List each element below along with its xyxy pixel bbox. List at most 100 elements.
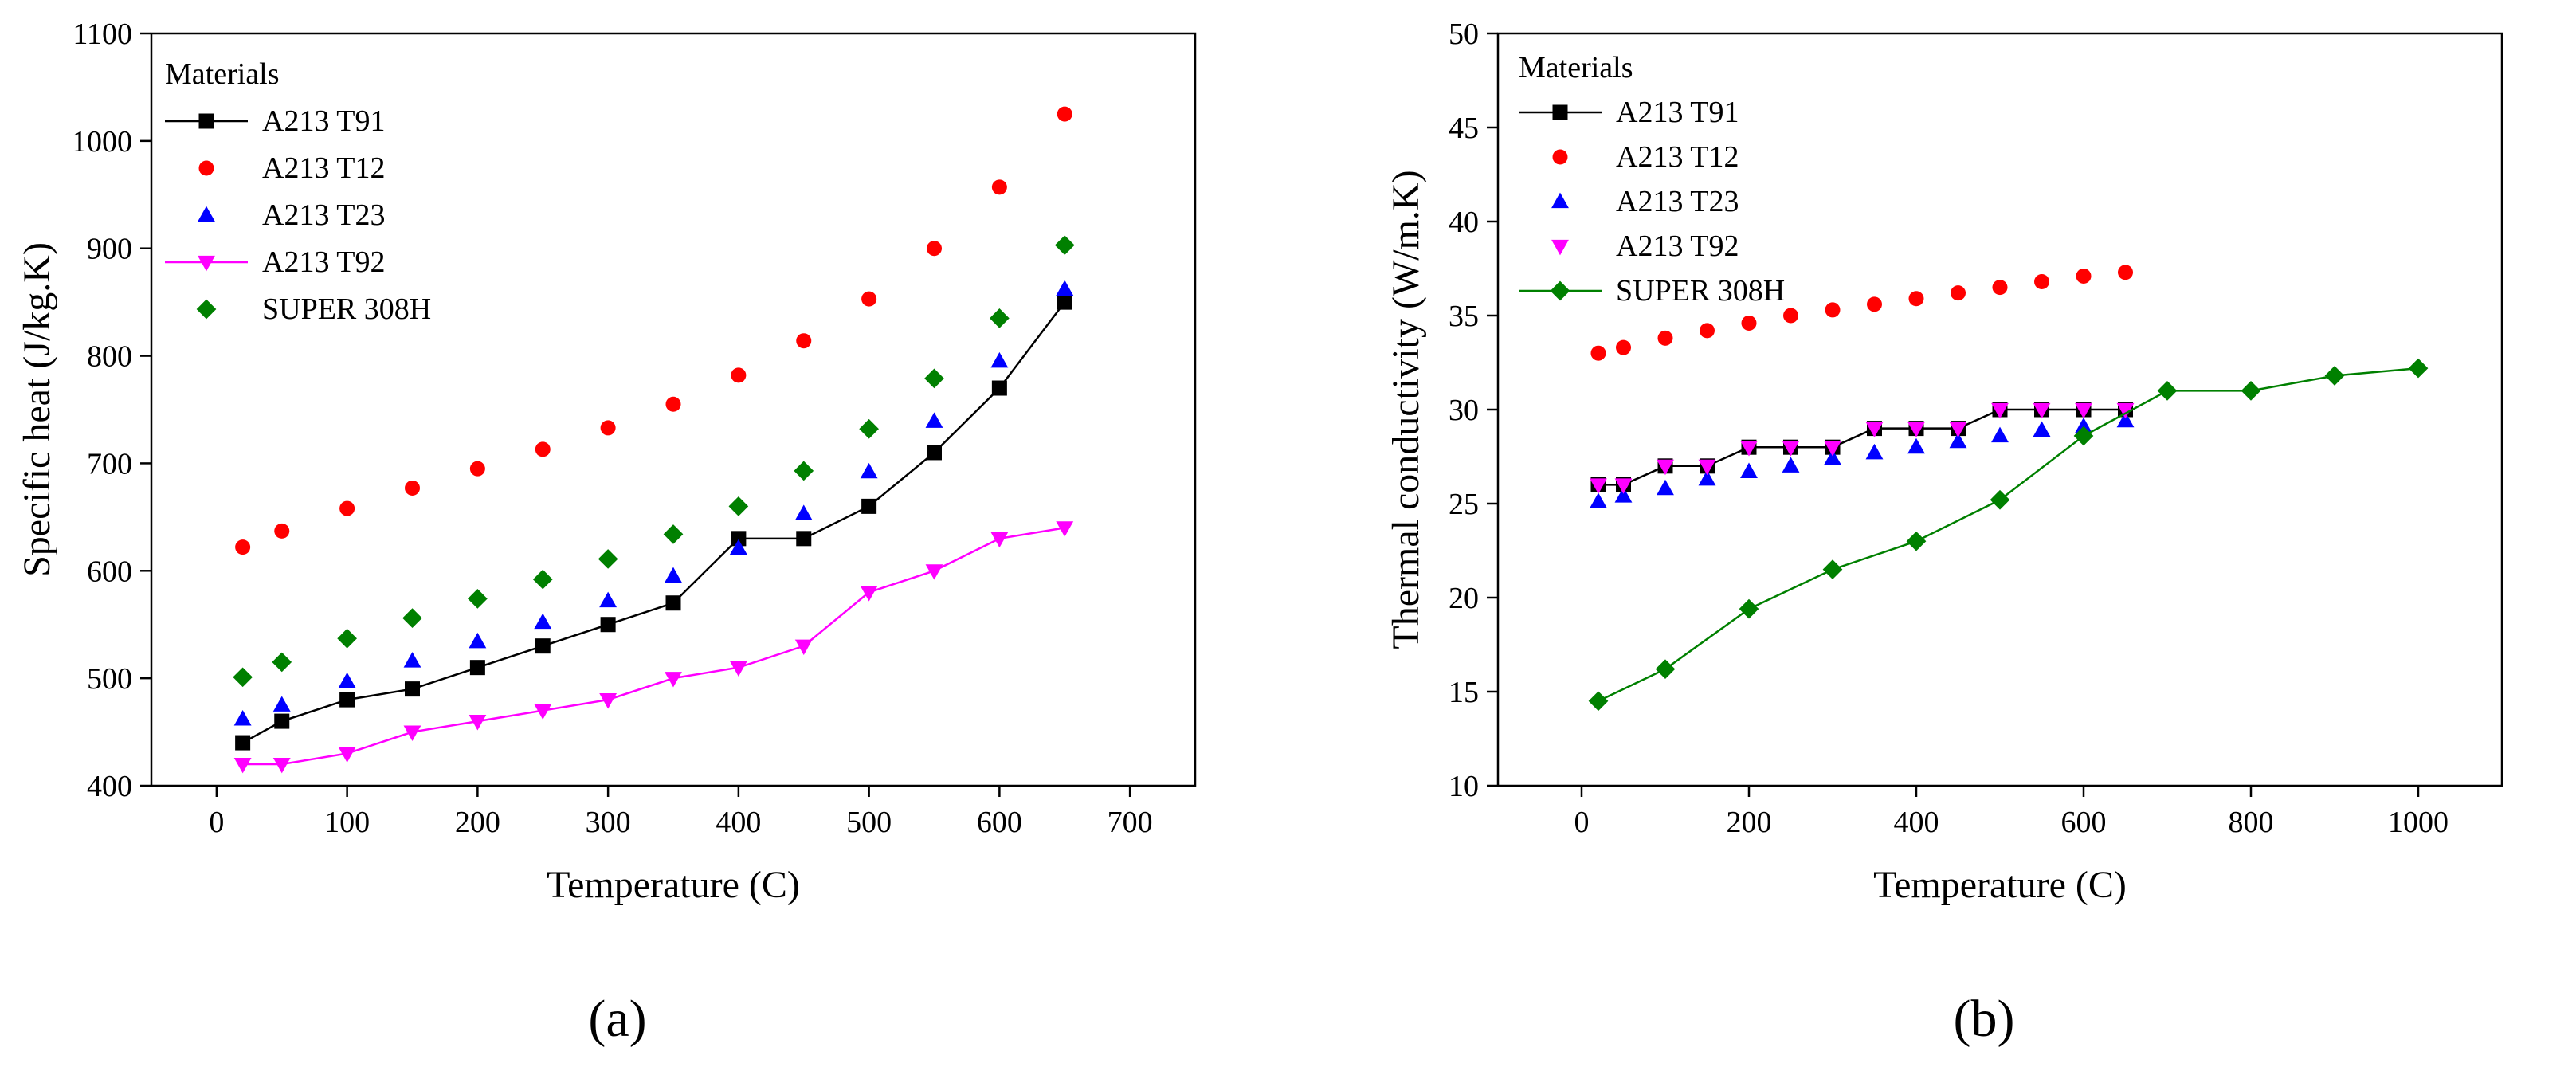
- data-point-a213-t12: [405, 480, 420, 496]
- y-tick-label: 700: [87, 447, 132, 481]
- data-point-a213-t92: [1865, 422, 1884, 437]
- data-point-a213-t92: [272, 757, 291, 774]
- data-point-a213-t92: [1907, 422, 1925, 437]
- x-axis-title: Temperature (C): [1873, 864, 2127, 906]
- data-point-a213-t92: [1590, 478, 1607, 494]
- data-point-a213-t92: [990, 532, 1009, 548]
- data-point-a213-t23: [1698, 469, 1716, 486]
- data-point-a213-t23: [2075, 417, 2092, 433]
- y-tick-label: 15: [1449, 676, 1479, 709]
- data-point-a213-t23: [1949, 432, 1967, 449]
- data-point-a213-t12: [1590, 345, 1606, 361]
- legend-label: A213 T23: [262, 198, 385, 232]
- legend-label: SUPER 308H: [1616, 274, 1785, 308]
- data-point-a213-t23: [1991, 426, 2009, 443]
- y-tick-label: 800: [87, 340, 132, 374]
- y-tick-label: 1100: [73, 18, 132, 51]
- data-point-a213-t12: [1867, 296, 1882, 312]
- data-point-a213-t91: [600, 617, 616, 633]
- y-tick-label: 30: [1449, 394, 1479, 427]
- legend-item-a213-t23: A213 T23: [198, 198, 385, 232]
- data-point-a213-t12: [2034, 274, 2049, 290]
- data-point-a213-t91: [1057, 294, 1072, 310]
- y-tick-label: 400: [87, 770, 132, 803]
- data-point-a213-t23: [729, 539, 747, 555]
- data-point-a213-t23: [1782, 457, 1800, 473]
- data-point-a213-t23: [272, 696, 291, 712]
- y-tick-label: 35: [1449, 300, 1479, 333]
- data-point-a213-t91: [274, 713, 290, 729]
- y-tick-label: 1000: [72, 125, 132, 159]
- data-point-a213-t12: [1951, 285, 1966, 301]
- legend-marker: [1552, 149, 1568, 165]
- data-point-super-308h: [233, 667, 253, 688]
- series-line-super-308h: [1598, 367, 2419, 702]
- legend-label: A213 T23: [1616, 185, 1739, 218]
- panel-label-b: (b): [1954, 990, 2015, 1048]
- data-point-a213-t92: [2075, 402, 2092, 419]
- data-point-a213-t92: [794, 639, 813, 656]
- legend-item-a213-t23: A213 T23: [1551, 185, 1739, 218]
- legend-item-a213-t91: A213 T91: [1519, 96, 1739, 129]
- y-tick-label: 500: [87, 662, 132, 696]
- data-point-super-308h: [272, 652, 292, 673]
- series-line-a213-t91: [242, 301, 1066, 744]
- data-point-a213-t23: [469, 632, 487, 649]
- data-point-super-308h: [1655, 659, 1676, 680]
- legend-item-a213-t12: A213 T12: [198, 151, 385, 185]
- data-point-a213-t91: [861, 498, 877, 514]
- data-point-super-308h: [532, 569, 553, 590]
- data-point-super-308h: [1822, 559, 1843, 579]
- data-point-a213-t92: [1824, 441, 1841, 457]
- data-point-a213-t92: [665, 672, 682, 688]
- chart-thermal-conductivity: 0 200 400 600 800 1000 10 15 20 25 30 35 40 45 50 Tempe…: [1385, 18, 2503, 906]
- legend-item-a213-t92: A213 T92: [1551, 229, 1739, 263]
- data-point-a213-t12: [1657, 330, 1673, 346]
- legend-marker: [1550, 280, 1570, 301]
- data-point-a213-t92: [1614, 478, 1633, 494]
- data-point-a213-t23: [338, 672, 356, 688]
- data-point-super-308h: [663, 524, 684, 544]
- data-point-a213-t12: [235, 539, 251, 555]
- series-a213-t23: [1590, 411, 2135, 508]
- legend-item-super-308h: SUPER 308H: [196, 292, 431, 326]
- x-tick-label: 1000: [2388, 806, 2449, 839]
- data-point-a213-t23: [860, 462, 878, 479]
- data-point-a213-t23: [599, 591, 618, 608]
- data-point-a213-t92: [2033, 402, 2051, 419]
- x-tick-label: 800: [2229, 806, 2274, 839]
- data-point-super-308h: [859, 418, 879, 439]
- data-point-a213-t12: [469, 461, 485, 477]
- x-tick-label: 200: [1727, 806, 1772, 839]
- data-point-a213-t23: [403, 652, 421, 668]
- data-point-a213-t92: [2116, 402, 2135, 419]
- data-point-a213-t12: [1992, 280, 2008, 296]
- data-point-a213-t92: [1740, 441, 1758, 457]
- data-point-super-308h: [468, 588, 488, 609]
- data-point-a213-t12: [1057, 106, 1072, 122]
- y-tick-label: 600: [87, 555, 132, 588]
- y-tick-label: 10: [1449, 770, 1479, 803]
- data-point-a213-t12: [600, 420, 616, 436]
- data-point-a213-t23: [1056, 280, 1074, 296]
- legend: Materials A213 T91 A213 T12 A213 T23 A213 T9…: [1519, 51, 1785, 308]
- y-axis-title: Thermal conductivity (W/m.K): [1385, 170, 1427, 649]
- legend: Materials A213 T91 A213 T12 A213 T23 A213 T9…: [165, 57, 431, 326]
- data-point-a213-t91: [405, 681, 420, 697]
- data-point-a213-t91: [927, 445, 942, 461]
- series-a213-t91: [235, 294, 1072, 751]
- data-point-a213-t12: [2076, 268, 2092, 284]
- data-point-a213-t12: [796, 333, 812, 349]
- series-super-308h: [233, 235, 1075, 688]
- series-a213-t12: [1590, 265, 2133, 361]
- data-point-super-308h: [1739, 598, 1759, 619]
- y-tick-label: 25: [1449, 488, 1479, 521]
- series-super-308h: [1588, 358, 2429, 712]
- data-point-a213-t23: [233, 709, 252, 726]
- data-point-super-308h: [1906, 531, 1927, 551]
- legend-label: SUPER 308H: [262, 292, 431, 326]
- series-a213-t23: [233, 280, 1074, 726]
- data-point-super-308h: [1588, 691, 1609, 712]
- data-point-a213-t12: [991, 179, 1007, 195]
- chart-specific-heat: 0 100 200 300 400 500 600 700 400 500 600 700 800 900…: [16, 18, 1197, 906]
